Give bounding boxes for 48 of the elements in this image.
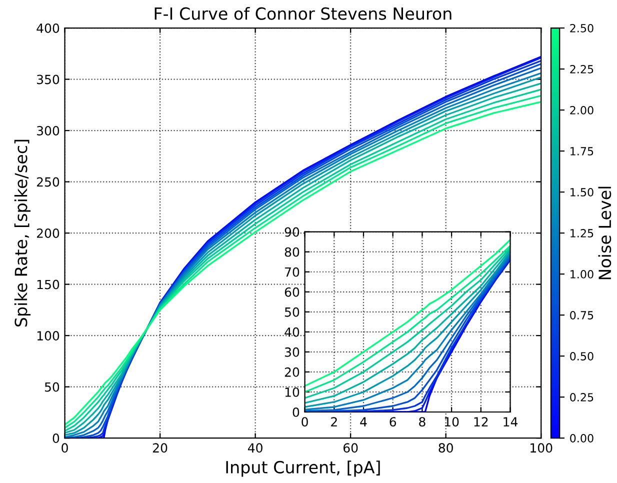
y-tick-label: 20 — [284, 367, 300, 377]
y-tick-label: 100 — [37, 331, 60, 340]
y-tick-label: 350 — [37, 74, 60, 84]
y-tick-label: 80 — [284, 247, 300, 257]
y-tick-label: 40 — [284, 327, 300, 337]
y-tick-label: 250 — [36, 177, 60, 187]
color-bar-label: 1.75 — [570, 147, 594, 156]
x-tick-label: 0 — [62, 443, 68, 453]
color-bar-title: Noise Level — [598, 186, 612, 280]
y-tick-label: 50 — [284, 307, 300, 317]
color-bar-label: 2.00 — [570, 106, 594, 114]
y-tick-label: 10 — [285, 387, 300, 397]
color-bar-label: 1.50 — [570, 188, 594, 196]
x-tick-label: 80 — [438, 443, 453, 453]
color-bar-label: 1.25 — [570, 229, 594, 238]
color-bar-label: 2.50 — [570, 24, 594, 32]
color-bar-label: 0.50 — [570, 352, 594, 360]
x-tick-label: 6 — [390, 417, 396, 427]
x-tick-label: 14 — [504, 417, 518, 426]
color-bar-label: 0.00 — [570, 434, 594, 442]
x-tick-label: 4 — [360, 417, 367, 426]
color-bar-label: 1.00 — [570, 270, 594, 278]
y-axis-title: Spike Rate, [spike/sec] — [14, 140, 31, 327]
y-tick-label: 60 — [284, 287, 300, 297]
x-tick-label: 8 — [419, 417, 426, 427]
y-tick-label: 300 — [37, 126, 60, 136]
y-tick-label: 30 — [284, 347, 300, 357]
x-tick-label: 2 — [331, 417, 337, 426]
color-bar-label: 0.25 — [570, 393, 594, 402]
color-bar-label: 0.75 — [570, 311, 594, 320]
x-tick-label: 0 — [302, 417, 308, 427]
y-tick-label: 0 — [292, 407, 300, 417]
x-axis-title: Input Current, [pA] — [226, 460, 380, 477]
x-tick-label: 100 — [530, 443, 552, 453]
y-tick-label: 90 — [284, 227, 300, 237]
y-tick-label: 400 — [36, 23, 60, 33]
x-tick-label: 60 — [344, 443, 358, 453]
chart-title: F-I Curve of Connor Stevens Neuron — [154, 7, 452, 20]
y-tick-label: 70 — [285, 267, 300, 277]
y-tick-label: 150 — [37, 280, 60, 290]
y-tick-label: 200 — [36, 228, 60, 238]
x-tick-label: 40 — [248, 443, 262, 453]
x-tick-label: 10 — [444, 417, 459, 427]
x-tick-label: 20 — [153, 443, 168, 453]
y-tick-label: 0 — [52, 434, 60, 444]
x-tick-label: 12 — [474, 417, 488, 426]
y-tick-label: 50 — [44, 382, 60, 392]
color-bar-label: 2.25 — [570, 64, 594, 74]
